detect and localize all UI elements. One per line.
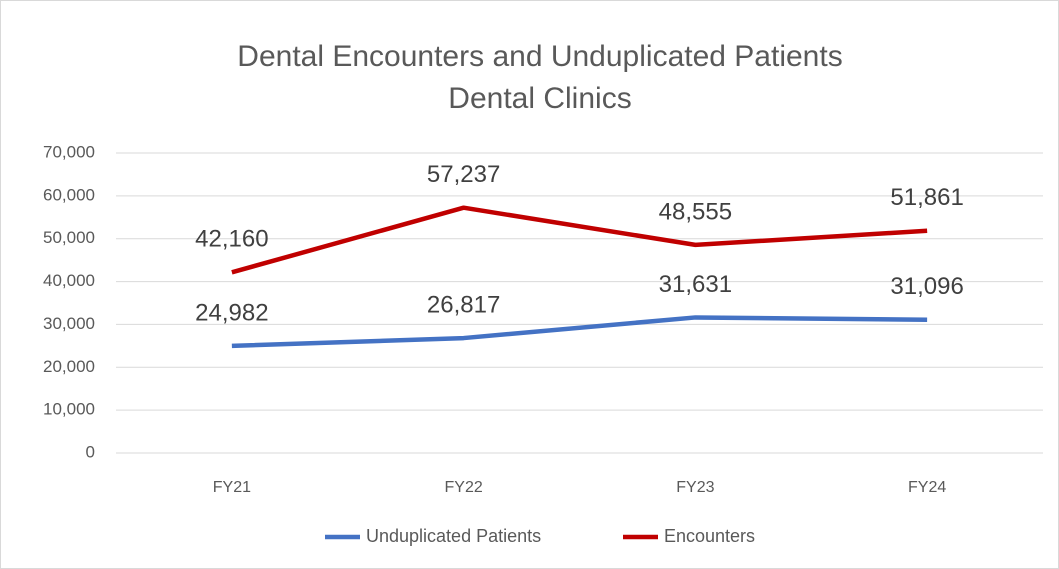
data-label: 31,096 — [890, 273, 963, 300]
data-label: 26,817 — [427, 291, 500, 318]
chart-title: Dental Encounters and Unduplicated Patie… — [237, 40, 842, 73]
x-tick-label: FY24 — [908, 479, 946, 496]
x-tick-label: FY22 — [445, 479, 483, 496]
chart-subtitle: Dental Clinics — [448, 82, 631, 115]
data-label: 42,160 — [195, 226, 268, 253]
y-tick-label: 40,000 — [43, 271, 95, 290]
data-label: 57,237 — [427, 161, 500, 188]
x-tick-label: FY23 — [676, 479, 714, 496]
y-tick-label: 20,000 — [43, 357, 95, 376]
y-tick-label: 10,000 — [43, 400, 95, 419]
x-tick-label: FY21 — [213, 479, 251, 496]
legend-label: Encounters — [664, 526, 755, 546]
y-tick-label: 70,000 — [43, 142, 95, 161]
y-tick-label: 30,000 — [43, 314, 95, 333]
line-series — [231, 205, 928, 275]
y-tick-label: 0 — [86, 442, 95, 461]
data-label: 24,982 — [195, 299, 268, 326]
data-label: 51,861 — [890, 184, 963, 211]
line-series — [231, 315, 928, 349]
data-label: 48,555 — [659, 198, 732, 225]
data-label: 31,631 — [659, 271, 732, 298]
legend-label: Unduplicated Patients — [366, 526, 541, 546]
y-tick-label: 60,000 — [43, 185, 95, 204]
y-tick-label: 50,000 — [43, 228, 95, 247]
